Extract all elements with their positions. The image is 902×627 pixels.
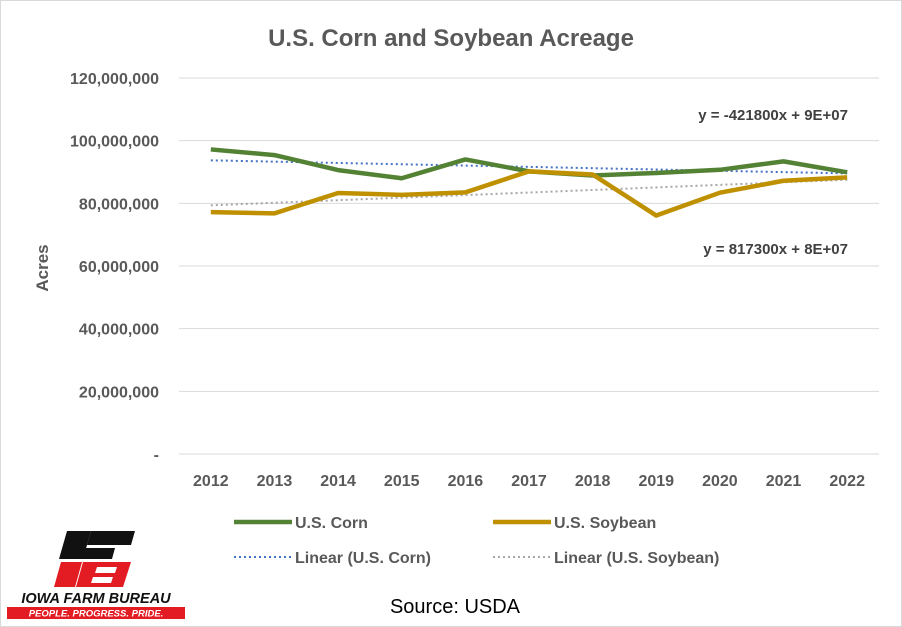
legend-label: Linear (U.S. Soybean) <box>554 550 719 567</box>
x-tick-label: 2017 <box>511 473 547 490</box>
x-tick-label: 2016 <box>448 473 484 490</box>
logo-wordmark: IOWA FARM BUREAU <box>21 591 171 607</box>
y-tick-label: 40,000,000 <box>79 322 159 339</box>
y-tick-label: 60,000,000 <box>79 259 159 276</box>
y-tick-label: 20,000,000 <box>79 384 159 401</box>
x-tick-label: 2012 <box>193 473 229 490</box>
fb-mark-icon <box>54 531 135 587</box>
soybean-trend-equation: y = 817300x + 8E+07 <box>703 241 848 258</box>
x-tick-label: 2020 <box>702 473 738 490</box>
x-tick-label: 2021 <box>766 473 802 490</box>
x-tick-label: 2019 <box>638 473 674 490</box>
y-tick-label: 100,000,000 <box>70 134 159 151</box>
chart-title: U.S. Corn and Soybean Acreage <box>268 25 634 52</box>
series-line-corn <box>210 147 848 181</box>
legend: U.S. Corn U.S. Soybean Linear (U.S. Corn) L… <box>234 515 719 567</box>
x-axis-ticks: 2012 2013 2014 2015 2016 2017 2018 2019 2020 2021… <box>193 473 865 490</box>
corn-trend-equation: y = -421800x + 9E+07 <box>698 107 848 124</box>
y-tick-label: - <box>154 447 159 464</box>
x-tick-label: 2014 <box>320 473 356 490</box>
gridlines <box>179 77 879 455</box>
y-axis-ticks: - 20,000,000 40,000,000 60,000,000 80,000,00… <box>70 71 159 464</box>
legend-label: U.S. Corn <box>295 515 368 532</box>
x-tick-label: 2022 <box>829 473 865 490</box>
iowa-farm-bureau-logo: IOWA FARM BUREAU PEOPLE. PROGRESS. PRIDE… <box>7 531 185 620</box>
trendline-corn <box>210 159 848 175</box>
series-lines <box>210 147 848 218</box>
series-line-soybean <box>210 169 848 218</box>
y-tick-label: 80,000,000 <box>79 196 159 213</box>
x-tick-label: 2013 <box>257 473 293 490</box>
legend-label: Linear (U.S. Corn) <box>295 550 431 567</box>
x-tick-label: 2015 <box>384 473 420 490</box>
logo-tagline-bar <box>7 607 185 619</box>
legend-label: U.S. Soybean <box>554 515 656 532</box>
y-axis-label: Acres <box>33 244 52 291</box>
source-note: Source: USDA <box>390 596 521 618</box>
y-tick-label: 120,000,000 <box>70 71 159 88</box>
x-tick-label: 2018 <box>575 473 611 490</box>
logo-tagline: PEOPLE. PROGRESS. PRIDE. <box>29 609 164 620</box>
